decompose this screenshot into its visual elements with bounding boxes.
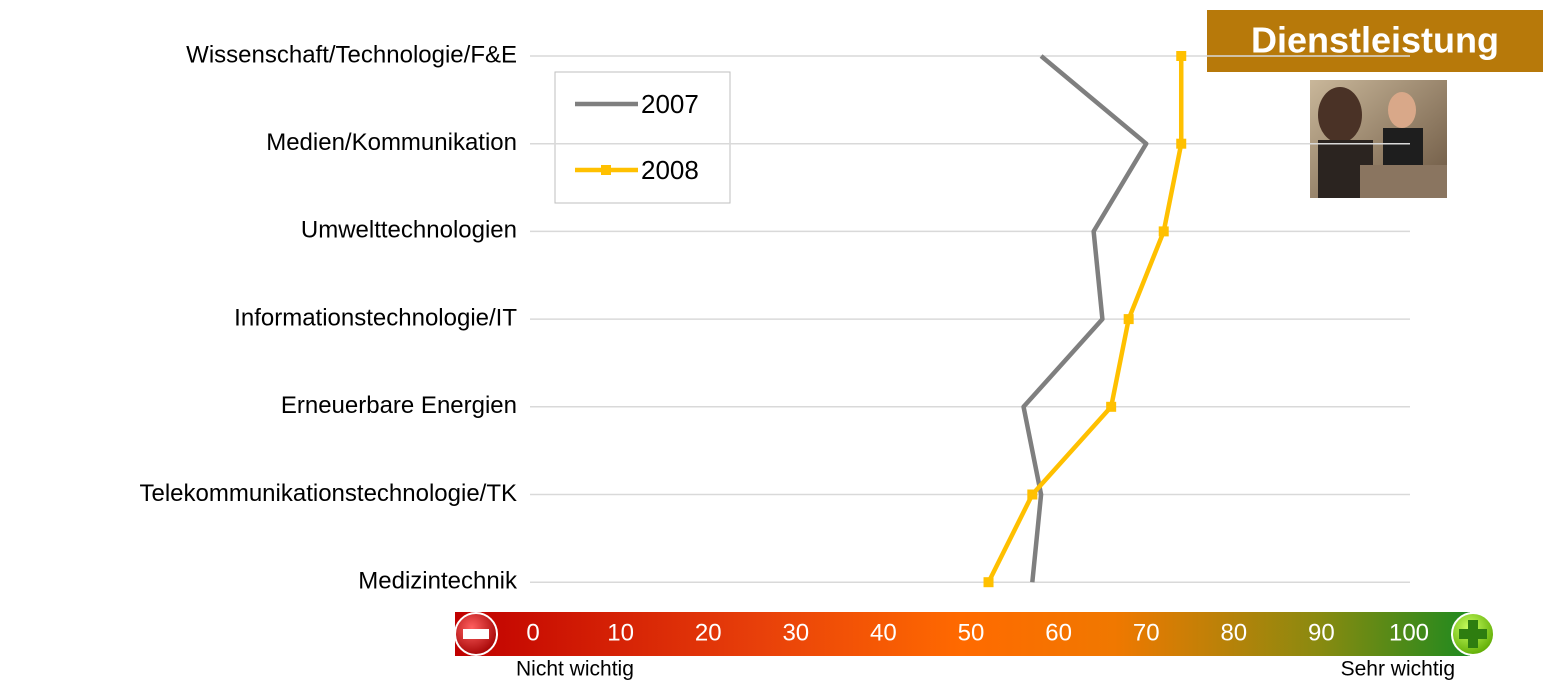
legend-label: 2008 xyxy=(641,155,699,185)
photo-person xyxy=(1388,92,1416,128)
x-tick-label: 50 xyxy=(958,619,985,646)
x-tick-label: 10 xyxy=(607,619,634,646)
series-line xyxy=(1021,54,1149,583)
marker xyxy=(1106,401,1117,412)
x-tick-label: 20 xyxy=(695,619,722,646)
photo-person xyxy=(1383,128,1423,168)
x-tick-label: 30 xyxy=(782,619,809,646)
y-tick-label: Medizintechnik xyxy=(358,568,518,595)
scale-bar xyxy=(455,612,1470,656)
photo-desk xyxy=(1360,165,1447,198)
y-tick-label: Informationstechnologie/IT xyxy=(234,304,517,331)
x-label-left: Nicht wichtig xyxy=(516,658,634,681)
x-tick-label: 100 xyxy=(1389,619,1429,646)
marker xyxy=(1027,489,1038,500)
x-tick-label: 60 xyxy=(1045,619,1072,646)
legend-label: 2007 xyxy=(641,89,699,119)
y-tick-label: Medien/Kommunikation xyxy=(266,129,517,156)
badge-text: Dienstleistung xyxy=(1251,20,1499,61)
plus-sign xyxy=(1459,620,1487,648)
photo-person xyxy=(1318,87,1362,143)
y-tick-label: Telekommunikationstechnologie/TK xyxy=(139,480,517,507)
x-tick-label: 70 xyxy=(1133,619,1160,646)
marker xyxy=(1176,138,1187,149)
marker xyxy=(1176,51,1187,61)
y-tick-label: Wissenschaft/Technologie/F&E xyxy=(186,41,517,68)
minus-sign xyxy=(463,629,489,639)
badge xyxy=(1207,10,1543,72)
x-tick-label: 40 xyxy=(870,619,897,646)
photo xyxy=(1310,80,1447,198)
y-tick-label: Erneuerbare Energien xyxy=(281,392,517,419)
legend xyxy=(554,71,731,204)
x-tick-label: 90 xyxy=(1308,619,1335,646)
legend-marker xyxy=(601,165,611,175)
marker xyxy=(1158,226,1169,237)
marker xyxy=(1123,314,1134,325)
marker xyxy=(983,577,994,588)
x-tick-label: 80 xyxy=(1220,619,1247,646)
y-tick-label: Umwelttechnologien xyxy=(301,217,517,244)
x-tick-label: 0 xyxy=(526,619,539,646)
x-label-right: Sehr wichtig xyxy=(1341,658,1455,681)
